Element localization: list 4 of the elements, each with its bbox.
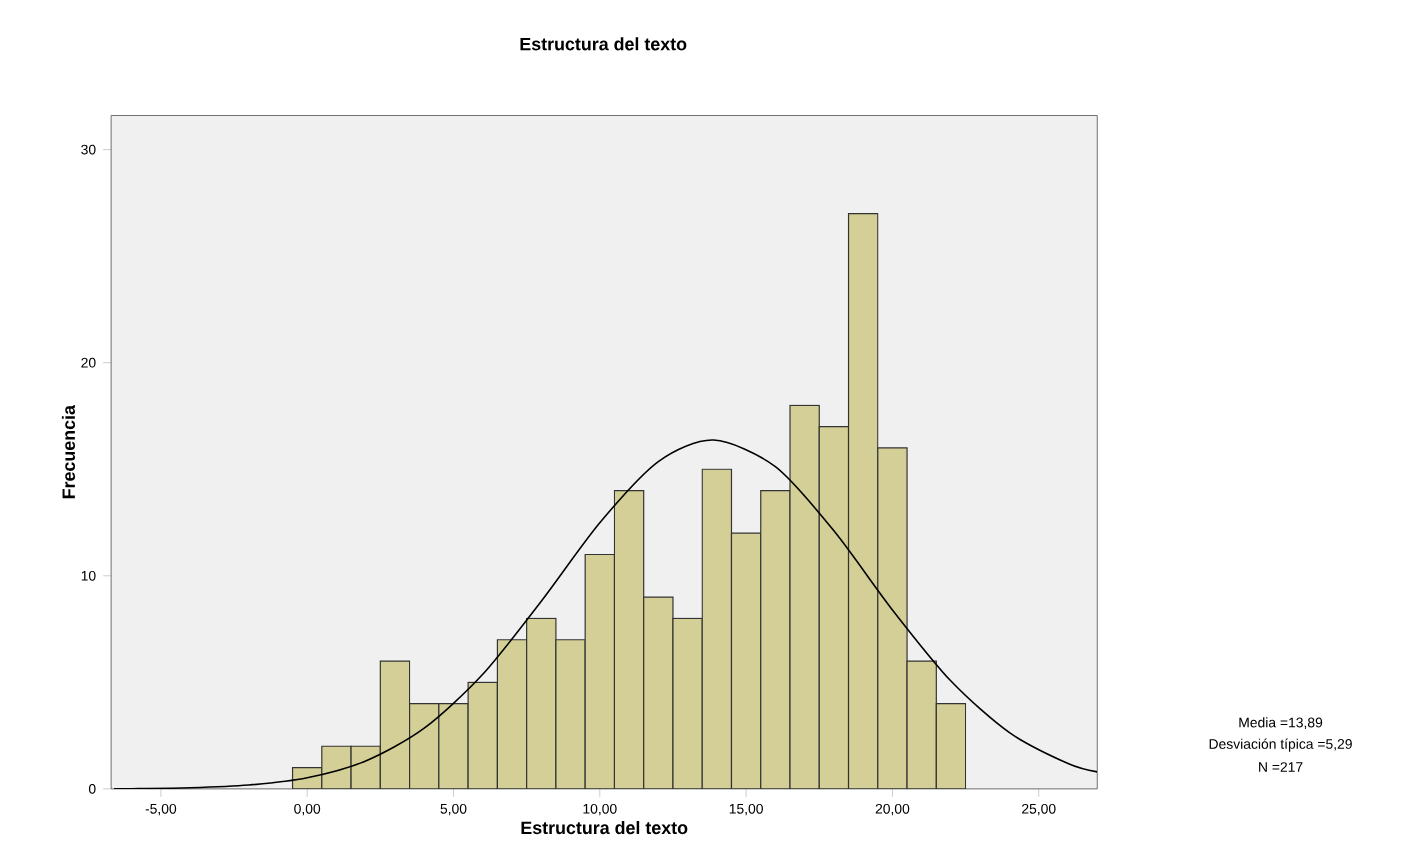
line-series (113, 438, 1098, 789)
chart-title: Estructura del texto (520, 36, 687, 51)
y-axis-title: Frecuencia (61, 404, 76, 498)
x-axis-title: Estructura del texto (521, 820, 688, 834)
